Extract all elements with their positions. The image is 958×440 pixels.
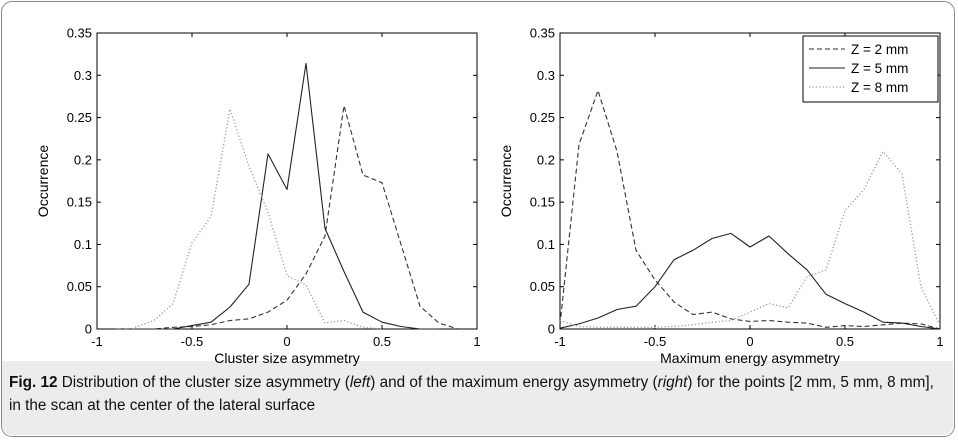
x-tick-label: -1 (91, 334, 103, 349)
y-tick-label: 0 (85, 322, 92, 337)
caption-band (2, 361, 953, 435)
x-axis-label: Cluster size asymmetry (214, 350, 359, 366)
x-tick-label: 1 (936, 334, 943, 349)
x-tick-label: -1 (554, 334, 566, 349)
plot-area-frame (96, 32, 478, 330)
series-line-z-8-mm (559, 150, 941, 328)
x-tick-label: -0.5 (181, 334, 203, 349)
y-tick-label: 0.05 (530, 279, 555, 294)
legend-entry: Z = 2 mm (851, 42, 908, 57)
y-axis-label: Occurrence (35, 145, 51, 218)
x-axis-label: Maximum energy asymmetry (660, 350, 840, 366)
y-tick-label: 0.15 (67, 195, 92, 210)
y-tick-label: 0.2 (537, 152, 555, 167)
caption-text-1: Distribution of the cluster size asymmet… (57, 374, 350, 391)
chart-panel-1: -1 -0.5 0 0.5 1 0 0.05 0.1 0.15 0.2 0.25 0.3 0.35 Clu… (35, 26, 481, 367)
y-tick-label: 0.05 (67, 279, 92, 294)
series-line-z-2-mm (116, 105, 459, 330)
y-tick-label: 0.3 (537, 68, 555, 83)
y-tick-label: 0.25 (67, 110, 92, 125)
caption-left-word: left (349, 374, 371, 391)
x-tick-label: -0.5 (644, 334, 666, 349)
y-tick-label: 0.2 (74, 152, 92, 167)
x-tick-label: 0.5 (373, 334, 391, 349)
y-tick-label: 0 (548, 322, 555, 337)
legend-entry: Z = 5 mm (851, 61, 908, 76)
y-tick-label: 0.3 (74, 68, 92, 83)
y-tick-label: 0.1 (537, 237, 555, 252)
y-tick-label: 0.1 (74, 237, 92, 252)
chart-panel-2: -1 -0.5 0 0.5 1 0 0.05 0.1 0.15 0.2 0.25 0.3 0.35 Max… (498, 26, 944, 367)
y-axis-label: Occurrence (498, 145, 514, 218)
y-tick-label: 0.15 (530, 195, 555, 210)
y-tick-label: 0.35 (67, 26, 92, 41)
series-line-z-5-mm (135, 62, 439, 330)
x-tick-label: 0 (746, 334, 753, 349)
figure-label: Fig. 12 (9, 374, 58, 391)
figure-caption: Fig. 12 Distribution of the cluster size… (9, 371, 939, 417)
caption-text-3: ) for the points [2 mm, 5 mm, 8 mm], in … (9, 374, 934, 414)
x-tick-label: 0.5 (836, 334, 854, 349)
legend: Z = 2 mm Z = 5 mm Z = 8 mm (802, 35, 939, 103)
x-tick-label: 0 (283, 334, 290, 349)
series-line-z-2-mm (559, 89, 941, 330)
series-line-z-5-mm (559, 232, 941, 330)
legend-box (802, 35, 939, 103)
x-tick-label: 1 (473, 334, 480, 349)
y-tick-label: 0.25 (530, 110, 555, 125)
series-line-z-8-mm (134, 108, 383, 330)
caption-right-word: right (657, 374, 688, 391)
caption-text-2: ) and of the maximum energy asymmetry ( (370, 374, 658, 391)
legend-entry: Z = 8 mm (851, 80, 908, 95)
y-tick-label: 0.35 (530, 26, 555, 41)
